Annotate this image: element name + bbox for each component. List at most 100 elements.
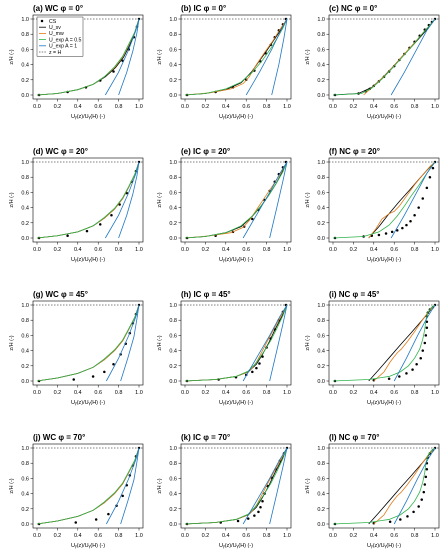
plot-frame	[328, 14, 440, 100]
cs-point	[417, 206, 420, 209]
series-line-u-mw	[368, 161, 436, 239]
y-tick-label: 1.0	[317, 17, 325, 23]
plot-frame	[180, 14, 292, 100]
series-line-u-exp-1	[118, 161, 140, 239]
series-line-u-sv	[184, 304, 288, 382]
x-tick-label: 0.4	[370, 247, 378, 253]
chart-panel: (h) IC φ = 45° 0.0 0.2 0.4 0.6 0.8 1.0 0.0 0.2 0.…	[157, 290, 292, 406]
x-axis-label: Uᵧ(z)/Uᵧ(H) (-)	[219, 543, 253, 549]
x-tick-label: 0.4	[222, 104, 230, 110]
cs-point	[384, 232, 388, 235]
y-tick-label: 0.8	[317, 461, 325, 467]
x-tick-label: 0.8	[411, 247, 419, 253]
x-tick-label: 1.0	[431, 104, 439, 110]
y-tick-label: 0.8	[169, 175, 177, 181]
cs-point	[428, 175, 432, 179]
y-tick-label: 1.0	[169, 17, 177, 23]
series-line-u-exp-1	[120, 304, 140, 382]
cs-point	[406, 515, 409, 518]
y-tick-label: 0.2	[169, 221, 177, 227]
x-tick-label: 0.4	[222, 247, 230, 253]
y-tick-label: 0.4	[317, 349, 325, 355]
x-tick-label: 0.8	[263, 390, 271, 396]
series-line-u-exp-1	[393, 447, 436, 525]
cs-point	[420, 498, 423, 501]
cs-point	[424, 334, 428, 337]
x-tick-label: 1.0	[431, 247, 439, 253]
panel-title: (c) NC φ = 0°	[329, 4, 377, 13]
series-line-u-mw	[184, 18, 288, 96]
series-line-u-exp-1	[104, 161, 140, 239]
cs-point	[431, 166, 435, 170]
cs-point	[85, 229, 89, 233]
cs-point	[103, 370, 106, 374]
x-tick-label: 0.8	[115, 104, 123, 110]
x-tick-label: 1.0	[135, 104, 143, 110]
y-axis-label: z/H (-)	[305, 478, 311, 493]
series-line-u-exp-1	[118, 18, 140, 96]
cs-point	[72, 378, 75, 381]
y-tick-label: 0.0	[169, 236, 177, 242]
cs-point	[417, 505, 420, 508]
cs-point	[388, 520, 392, 523]
cs-point	[421, 349, 425, 352]
legend-label: CS	[49, 19, 57, 25]
y-tick-label: 0.2	[317, 364, 325, 370]
cs-point	[258, 362, 261, 365]
cs-point	[110, 213, 113, 217]
panel-title: (l) NC φ = 70°	[329, 433, 380, 442]
y-tick-label: 0.8	[21, 318, 29, 324]
x-axis-label: Uᵧ(z)/Uᵧ(H) (-)	[219, 400, 253, 406]
series-line-u-exp-05	[36, 18, 140, 96]
cs-point	[415, 363, 418, 366]
y-tick-label: 0.4	[21, 492, 29, 498]
y-tick-label: 0.0	[317, 93, 325, 99]
legend: CSU_svU_mwU_exp A = 0.5U_exp A = 1z = H	[36, 16, 84, 57]
cs-point	[236, 519, 240, 523]
x-tick-label: 0.0	[33, 247, 41, 253]
x-tick-label: 0.8	[263, 247, 271, 253]
chart-panel: (d) WC φ = 20° 0.0 0.2 0.4 0.6 0.8 1.0 0.0 0.2 0.…	[9, 147, 144, 263]
cs-point	[423, 341, 427, 345]
legend-marker	[40, 19, 44, 23]
series-line-u-exp-05	[332, 18, 436, 96]
series-line-u-sv	[184, 161, 288, 239]
x-axis-label: Uᵧ(z)/Uᵧ(H) (-)	[219, 114, 253, 120]
chart-panel: (e) IC φ = 20° 0.0 0.2 0.4 0.6 0.8 1.0 0.0 0.2 0.…	[157, 147, 292, 263]
cs-point	[94, 518, 98, 521]
chart-panel: (c) NC φ = 0° 0.0 0.2 0.4 0.6 0.8 1.0 0.0 0.2 0.4…	[305, 4, 440, 120]
chart-panel: (b) IC φ = 0° 0.0 0.2 0.4 0.6 0.8 1.0 0.0 0.2 0.4…	[157, 4, 292, 120]
x-tick-label: 0.8	[115, 247, 123, 253]
series-line-u-sv	[332, 18, 436, 96]
x-tick-label: 0.6	[390, 390, 398, 396]
series-line-u-exp-1	[269, 447, 288, 525]
y-tick-label: 0.6	[169, 190, 177, 196]
cs-point	[425, 326, 429, 330]
y-axis-label: z/H (-)	[305, 49, 311, 64]
y-tick-label: 0.8	[317, 318, 325, 324]
x-tick-label: 0.6	[242, 247, 250, 253]
y-tick-label: 0.6	[317, 47, 325, 53]
series-line-u-exp-1	[242, 161, 288, 239]
x-tick-label: 0.4	[222, 390, 230, 396]
cs-point	[398, 375, 401, 378]
x-tick-label: 0.6	[94, 533, 102, 539]
cs-point	[405, 372, 408, 375]
x-tick-label: 1.0	[135, 390, 143, 396]
x-tick-label: 0.0	[33, 104, 41, 110]
x-tick-label: 0.0	[329, 533, 337, 539]
series-line-u-mw	[184, 447, 288, 525]
x-tick-label: 0.0	[33, 533, 41, 539]
x-tick-label: 0.2	[350, 247, 358, 253]
panel-title: (a) WC φ = 0°	[33, 4, 83, 13]
cs-point	[387, 377, 391, 380]
cs-point	[74, 521, 78, 524]
y-tick-label: 1.0	[169, 160, 177, 166]
series-line-u-exp-05	[184, 447, 288, 525]
x-tick-label: 0.8	[263, 533, 271, 539]
y-tick-label: 0.6	[317, 476, 325, 482]
x-axis-label: Uᵧ(z)/Uᵧ(H) (-)	[71, 257, 105, 263]
y-tick-label: 1.0	[169, 303, 177, 309]
plot-frame	[328, 157, 440, 243]
y-tick-label: 0.2	[21, 78, 29, 84]
